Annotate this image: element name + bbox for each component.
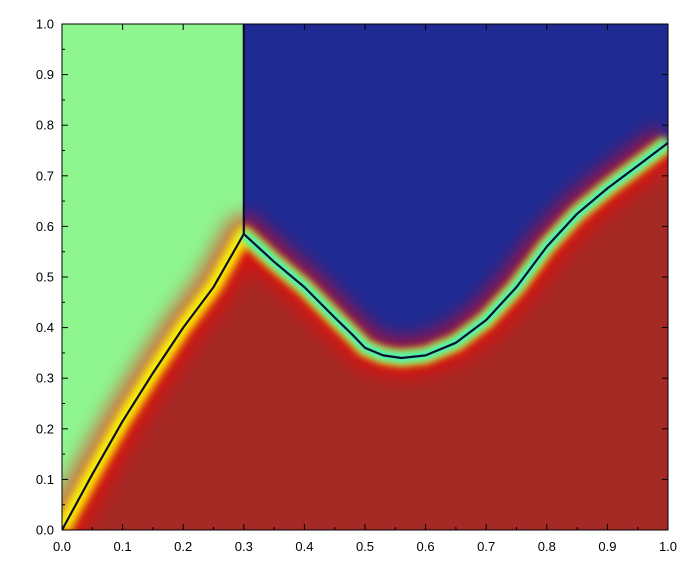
x-tick-label: 0.5 [356, 539, 374, 554]
x-tick-label: 0.1 [114, 539, 132, 554]
x-tick-label: 0.4 [295, 539, 313, 554]
plot-area [62, 24, 668, 530]
y-tick-label: 0.1 [36, 472, 54, 487]
y-tick-label: 0.9 [36, 67, 54, 82]
x-tick-label: 0.7 [477, 539, 495, 554]
x-tick-label: 0.9 [598, 539, 616, 554]
x-tick-label: 0.0 [53, 539, 71, 554]
x-tick-label: 1.0 [659, 539, 677, 554]
y-tick-label: 0.4 [36, 320, 54, 335]
region-left [62, 24, 244, 530]
region-layer [62, 24, 668, 530]
region-lower [62, 142, 668, 530]
boundary-layer [62, 24, 668, 530]
y-axis: 0.0 0.1 0.2 0.3 0.4 0.5 0.6 0.7 0.8 0.9 1.0 [36, 17, 668, 538]
boundary-line-1 [62, 232, 245, 530]
region-upper [243, 24, 668, 358]
x-tick-label: 0.6 [417, 539, 435, 554]
y-tick-label: 0.5 [36, 270, 54, 285]
y-tick-label: 0.8 [36, 118, 54, 133]
boundary-line-3 [242, 141, 668, 360]
y-tick-label: 0.3 [36, 371, 54, 386]
y-tick-label: 0.2 [36, 421, 54, 436]
y-tick-label: 0.0 [36, 523, 54, 538]
x-axis: 0.0 0.1 0.2 0.3 0.4 0.5 0.6 0.7 0.8 0.9 1.0 [53, 24, 677, 554]
x-tick-label: 0.2 [174, 539, 192, 554]
x-tick-label: 0.3 [235, 539, 253, 554]
y-tick-label: 0.6 [36, 219, 54, 234]
y-tick-label: 1.0 [36, 17, 54, 32]
x-tick-label: 0.8 [538, 539, 556, 554]
y-tick-label: 0.7 [36, 168, 54, 183]
